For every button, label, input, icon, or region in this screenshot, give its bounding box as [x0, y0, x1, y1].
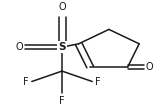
- Text: O: O: [146, 62, 154, 72]
- Text: O: O: [58, 2, 66, 12]
- Text: O: O: [16, 42, 24, 52]
- Text: F: F: [23, 76, 29, 87]
- Text: F: F: [59, 96, 65, 106]
- Text: F: F: [95, 76, 101, 87]
- Text: S: S: [58, 42, 66, 52]
